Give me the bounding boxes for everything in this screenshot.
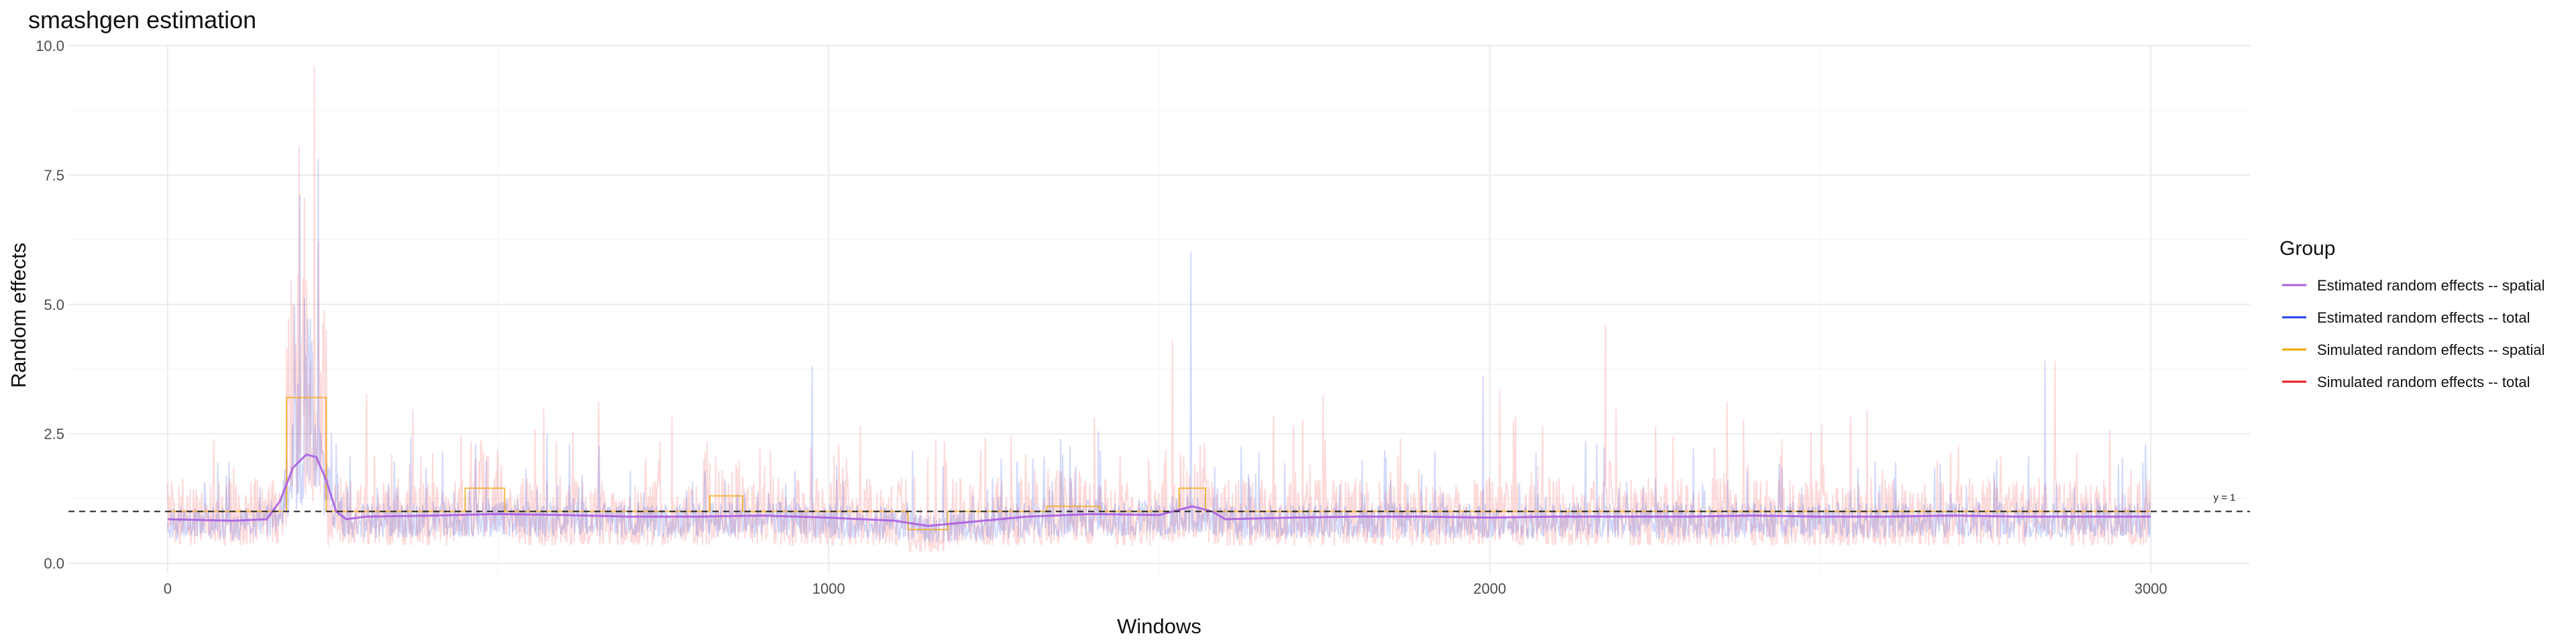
y-tick-label: 0.0 bbox=[44, 555, 64, 572]
chart-title: smashgen estimation bbox=[28, 6, 256, 34]
x-tick-label: 0 bbox=[164, 580, 172, 597]
legend-label: Estimated random effects -- total bbox=[2317, 309, 2530, 326]
x-axis-ticks: 0 1000 2000 3000 bbox=[164, 580, 2167, 597]
y-axis-ticks: 0.0 2.5 5.0 7.5 10.0 bbox=[36, 38, 64, 572]
series-estimated-total bbox=[166, 158, 2151, 543]
series-simulated-total bbox=[166, 65, 2151, 552]
legend-label: Simulated random effects -- spatial bbox=[2317, 341, 2545, 358]
legend-label: Estimated random effects -- spatial bbox=[2317, 277, 2545, 294]
x-tick-label: 1000 bbox=[812, 580, 845, 597]
legend-label: Simulated random effects -- total bbox=[2317, 374, 2530, 390]
legend-title: Group bbox=[2279, 237, 2335, 260]
grid bbox=[68, 45, 2250, 574]
reference-line-group: y = 1 bbox=[68, 492, 2250, 513]
y-tick-label: 7.5 bbox=[44, 167, 64, 184]
x-tick-label: 3000 bbox=[2135, 580, 2167, 597]
y-tick-label: 10.0 bbox=[36, 38, 64, 54]
y-tick-label: 2.5 bbox=[44, 426, 64, 443]
y-tick-label: 5.0 bbox=[44, 297, 64, 313]
x-tick-label: 2000 bbox=[1473, 580, 1506, 597]
reference-line-label: y = 1 bbox=[2214, 492, 2236, 503]
series-estimated-spatial bbox=[167, 453, 2151, 527]
y-axis-title: Random effects bbox=[7, 243, 30, 388]
x-axis-title: Windows bbox=[1117, 614, 1201, 638]
legend: Group Estimated random effects -- spatia… bbox=[2279, 237, 2545, 390]
